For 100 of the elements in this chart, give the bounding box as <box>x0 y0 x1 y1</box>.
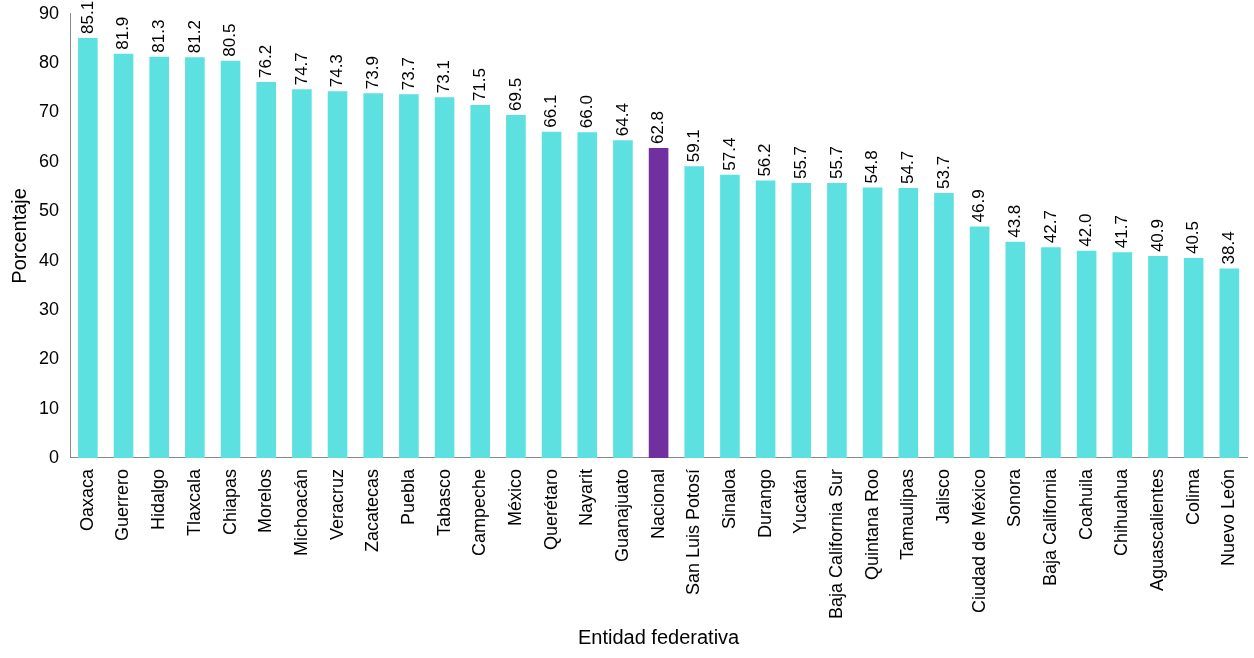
bar <box>1076 250 1097 458</box>
x-tick-label: Guanajuato <box>611 468 632 562</box>
data-label: 76.2 <box>255 44 275 78</box>
data-label: 41.7 <box>1111 215 1131 249</box>
data-label: 80.5 <box>220 23 240 57</box>
x-tick-label: Nacional <box>647 468 668 539</box>
bar <box>470 105 491 458</box>
data-label: 73.1 <box>434 60 454 94</box>
bar <box>720 174 740 458</box>
data-label: 81.2 <box>184 20 204 54</box>
bar <box>648 148 669 458</box>
y-tick-label: 60 <box>38 150 60 171</box>
bar <box>149 56 170 458</box>
data-label: 54.8 <box>862 150 882 184</box>
bar <box>185 57 205 458</box>
x-tick-label: Sinaloa <box>718 467 739 529</box>
bar <box>1183 258 1204 458</box>
bar <box>827 183 847 458</box>
bar <box>434 97 455 458</box>
data-label: 81.9 <box>113 16 133 50</box>
bar <box>256 81 277 458</box>
x-tick-label: Hidalgo <box>148 468 169 530</box>
data-label: 55.7 <box>826 145 846 180</box>
y-tick-label: 90 <box>38 2 60 23</box>
data-label: 66.0 <box>576 95 596 129</box>
bar <box>934 192 954 458</box>
x-tick-label: Quintana Roo <box>861 468 882 580</box>
x-tick-label: Coahuila <box>1075 467 1096 540</box>
x-tick-label: San Luis Potosí <box>683 468 704 596</box>
bar <box>862 187 883 458</box>
x-tick-label: Durango <box>754 468 775 538</box>
x-tick-label: Tabasco <box>433 468 454 536</box>
data-label: 64.4 <box>612 103 632 137</box>
data-label: 85.1 <box>77 0 97 34</box>
data-label: 46.9 <box>969 189 989 223</box>
y-tick-label: 20 <box>38 348 60 369</box>
x-tick-label: Colima <box>1182 467 1203 525</box>
y-axis-title: Porcentaje <box>7 188 30 284</box>
bar <box>613 140 633 458</box>
data-label: 59.1 <box>683 129 703 163</box>
bar <box>755 180 776 458</box>
x-tick-label: Veracruz <box>326 468 347 540</box>
x-tick-label: Sonora <box>1004 467 1025 527</box>
bar <box>363 93 384 458</box>
data-label: 53.7 <box>933 155 953 189</box>
y-tick-label: 0 <box>49 446 60 467</box>
x-tick-label: Chiapas <box>219 468 240 535</box>
x-tick-label: Nuevo León <box>1218 468 1239 566</box>
data-label: 40.5 <box>1183 220 1203 255</box>
x-tick-label: Morelos <box>255 468 276 533</box>
data-label: 56.2 <box>755 143 775 177</box>
x-tick-label: Jalisco <box>932 468 953 524</box>
y-tick-label: 10 <box>38 397 60 418</box>
data-label: 73.9 <box>362 56 382 90</box>
bar <box>399 94 419 458</box>
bar <box>1005 241 1026 458</box>
data-label: 43.8 <box>1004 204 1024 238</box>
x-tick-label: Tlaxcala <box>183 467 204 536</box>
y-tick-label: 80 <box>38 52 60 73</box>
data-label: 38.4 <box>1219 231 1238 265</box>
data-label: 62.8 <box>648 110 668 145</box>
bar <box>506 114 526 458</box>
y-tick-label: 70 <box>38 101 60 122</box>
data-label: 71.5 <box>469 68 489 102</box>
bar <box>898 188 919 458</box>
y-tick-label: 30 <box>38 298 60 319</box>
data-label: 40.9 <box>1147 219 1167 253</box>
x-tick-label: Aguascalientes <box>1146 468 1167 592</box>
bar <box>541 131 562 458</box>
data-label: 73.7 <box>398 57 418 91</box>
data-label: 74.7 <box>291 52 311 86</box>
bar <box>1148 256 1168 458</box>
x-tick-label: Chihuahua <box>1111 467 1132 556</box>
x-tick-label: Nayarit <box>576 468 597 526</box>
data-label: 74.3 <box>327 54 347 88</box>
x-tick-label: Querétaro <box>540 468 561 550</box>
bar <box>577 132 598 458</box>
bar <box>78 37 98 458</box>
x-tick-label: México <box>504 468 525 526</box>
x-tick-label: Puebla <box>397 467 418 525</box>
y-tick-label: 40 <box>38 249 60 270</box>
data-label: 81.3 <box>148 19 168 53</box>
x-tick-label: Oaxaca <box>76 467 97 531</box>
bar <box>684 166 705 458</box>
data-label: 57.4 <box>719 137 739 171</box>
y-tick-label: 50 <box>38 200 60 221</box>
x-tick-label: Campeche <box>469 468 490 556</box>
x-tick-label: Zacatecas <box>362 468 383 552</box>
bar <box>113 53 134 458</box>
x-tick-label: Yucatán <box>790 468 811 534</box>
bar <box>292 89 312 458</box>
x-tick-label: Michoacán <box>290 468 311 556</box>
x-tick-label: Baja California Sur <box>825 468 846 619</box>
x-tick-label: Tamaulipas <box>897 468 918 560</box>
data-label: 69.5 <box>505 77 525 111</box>
data-label: 42.7 <box>1040 210 1060 244</box>
bar <box>1112 252 1133 458</box>
data-label: 54.7 <box>897 150 917 184</box>
bar <box>1219 268 1240 458</box>
x-tick-label: Baja California <box>1039 467 1060 586</box>
